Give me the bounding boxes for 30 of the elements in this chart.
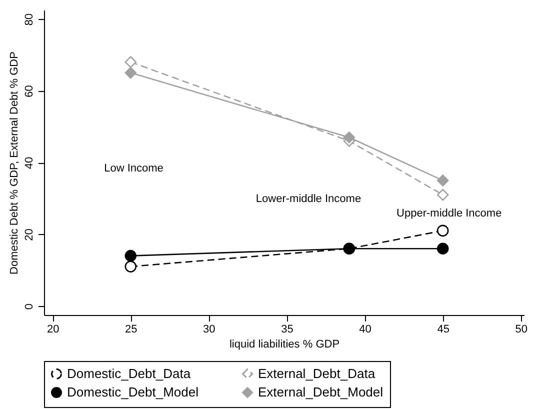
annotation: Lower-middle Income [256, 192, 362, 205]
y-tick-label: 60 [24, 85, 36, 98]
legend-label: Domestic_Debt_Data [67, 366, 192, 381]
point [343, 131, 356, 144]
point [124, 250, 137, 262]
point [124, 260, 137, 272]
legend-label: Domestic_Debt_Model [67, 384, 199, 400]
point [436, 188, 449, 201]
point [436, 242, 449, 254]
y-tick-label: 40 [24, 156, 36, 170]
y-tick-label: 20 [24, 228, 36, 241]
annotation: Upper-middle Income [396, 207, 502, 220]
legend-label: External_Debt_Data [258, 366, 376, 381]
x-tick-label: 45 [437, 324, 450, 336]
x-tick-label: 25 [125, 324, 138, 336]
y-tick-label: 0 [24, 303, 36, 310]
x-tick-label: 35 [281, 324, 294, 336]
point [436, 224, 449, 237]
x-tick-label: 50 [515, 324, 528, 336]
legend-label: External_Debt_Model [258, 384, 384, 400]
x-tick-label: 40 [359, 324, 372, 336]
x-tick-label: 20 [46, 324, 60, 336]
x-tick-label: 30 [203, 324, 216, 336]
x-axis-title: liquid liabilities % GDP [229, 338, 340, 350]
point [124, 56, 137, 68]
point [436, 174, 449, 186]
y-tick-label: 80 [24, 13, 36, 26]
point [124, 66, 137, 79]
y-axis-title: Domestic Debt % GDP, External Debt % GDP [8, 52, 20, 274]
annotation: Low Income [104, 162, 164, 175]
